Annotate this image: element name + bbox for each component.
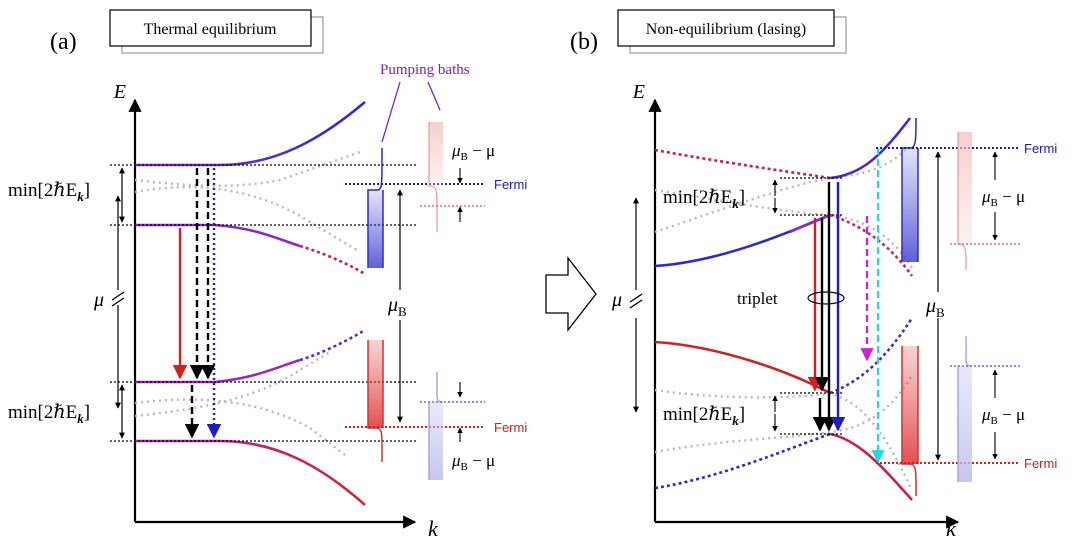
panel-a-gray-branch-3 [134,398,346,456]
panel-a-gray-branch-2 [134,150,361,187]
panel-a-mubmu-upper: μB − μ [451,141,495,163]
panel-a-mu-break-2 [111,297,125,307]
panel-a-lightblue-bath [428,372,444,480]
panel-b-fermi-lower: Fermi [1024,456,1057,471]
panel-a-gray-branch-1 [134,185,361,254]
panel-a-fermi-lower: Fermi [494,420,527,435]
panel-b-mu-label: μ [611,289,622,311]
panel-a-mub-label: μB [387,294,407,319]
panel-a-lower-band-top-dotted [299,328,366,362]
panel-b-gray-branch-3 [654,374,914,454]
panel-a-upper-band-bottom-dotted [299,244,366,276]
panel-a-lower-band-bottom [135,439,366,506]
panel-a-upper-band-top [135,101,366,167]
panel-b-letter: (b) [570,29,598,55]
panel-a-e-label: E [113,81,126,103]
transition-arrow-icon [545,256,597,332]
panel-a-pump-line-1 [381,81,401,143]
panel-b-upper-bottom-solid [654,213,831,268]
panel-a-mu-break-1 [111,291,125,301]
panel-a-blue-bath [367,148,384,268]
panel-a-k-label: k [428,516,439,539]
panel-b-upper-bottom-dotted [829,213,914,277]
panel-b-lower-top-dotted [829,317,914,395]
panel-a-lower-band-top [135,358,301,384]
panel-a-gap-label-lower: min[2ℏEk] [8,402,90,426]
panel-b-upper-bottom-purple [789,213,831,234]
panel-b-lower-bottom-dotted [654,432,831,490]
panel-b-lightblue-bath [957,336,973,482]
panel-b-mu-break-1 [629,293,643,303]
panel-b-gray-branch-1 [654,149,906,234]
panel-a-letter: (a) [50,29,77,55]
panel-a-upper-band-bottom [135,223,301,248]
panel-a-pink-bath [428,122,443,232]
panel-b-lower-bottom-solid [829,432,913,501]
panel-a-pump-line-2 [427,81,441,111]
panel-b-e-label: E [632,81,645,103]
panel-b-red-bath [901,346,919,496]
panel-b-fermi-upper: Fermi [1024,141,1057,156]
panel-b-pink-bath [957,132,972,270]
panel-a-title-box: Thermal equilibrium [109,9,324,54]
panel-a-mu-label: μ [93,289,104,311]
panel-b-title-box: Non-equilibrium (lasing) [617,9,847,54]
panel-b-gap-label-lower: min[2ℏEk] [663,404,745,428]
panel-b: (b) Non-equilibrium (lasing) E k [570,9,1057,539]
panel-b-upper-top-solid [829,117,912,180]
panel-b-mubmu-lower: μB − μ [981,405,1025,427]
panel-b-mubmu-upper: μB − μ [981,187,1025,209]
panel-a: (a) Thermal equilibrium E k [8,9,527,539]
panel-a-gray-branch-4 [134,350,331,418]
panel-b-lower-top-solid [654,340,831,395]
panel-a-red-bath [367,340,384,462]
panel-b-mub-label: μB [925,295,945,320]
panel-b-upper-top-dotted [654,148,831,180]
panel-b-triplet-ring [807,291,845,305]
panel-a-title: Thermal equilibrium [144,21,277,38]
panel-b-title: Non-equilibrium (lasing) [646,21,806,38]
panel-b-mu-break-2 [629,299,643,309]
panel-b-blue-bath [901,117,919,262]
panel-b-gap-label-upper: min[2ℏEk] [663,187,745,211]
panel-a-pumping-baths: Pumping baths [380,62,470,78]
panel-a-gap-label-upper: min[2ℏEk] [8,180,90,204]
panel-b-triplet: triplet [737,289,778,308]
panel-b-k-label: k [946,516,957,539]
panel-a-mubmu-lower: μB − μ [451,451,495,473]
panel-a-fermi-upper: Fermi [494,177,527,192]
